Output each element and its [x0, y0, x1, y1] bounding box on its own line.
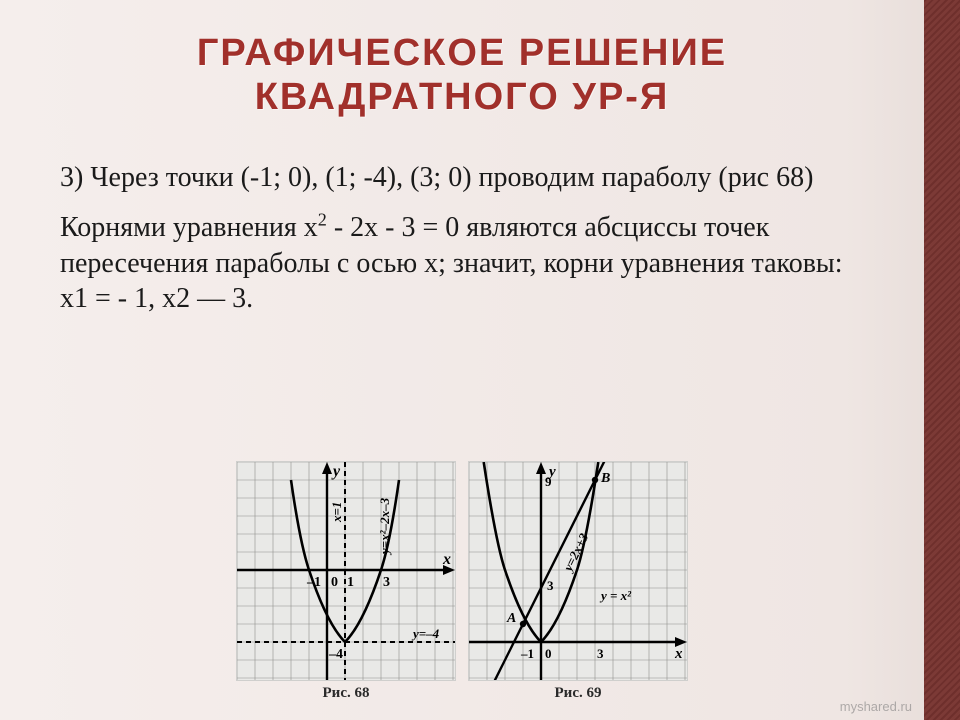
p2-sup: 2	[318, 210, 327, 230]
decor-right-strip	[924, 0, 960, 720]
slide: Графическое решение квадратного ур-я 3) …	[0, 0, 960, 720]
figure-69-plot: –1 0 3 3 9 x y A B y = x² y=2x+3	[468, 461, 688, 681]
parabola-label: y = x²	[599, 588, 632, 603]
figures-row: –1 0 1 3 –4 x y x=1 y=x²–2x–3 y=–4 Рис. …	[0, 461, 924, 702]
point-a	[520, 621, 526, 627]
line-label: y=2x+3	[559, 530, 591, 575]
tick-neg1: –1	[306, 575, 321, 590]
paragraph-1: 3) Через точки (-1; 0), (1; -4), (3; 0) …	[60, 160, 860, 196]
figure-68-plot: –1 0 1 3 –4 x y x=1 y=x²–2x–3 y=–4	[236, 461, 456, 681]
figure-69: –1 0 3 3 9 x y A B y = x² y=2x+3 Рис. 69	[468, 461, 688, 702]
figure-69-caption: Рис. 69	[555, 685, 602, 702]
guide-y-label: y=–4	[411, 626, 440, 641]
title-line-2: квадратного ур-я	[0, 76, 924, 120]
p2-part-a: Корнями уравнения х	[60, 212, 318, 243]
tick-0: 0	[331, 575, 338, 590]
paragraph-2: Корнями уравнения х2 - 2х - 3 = 0 являют…	[60, 210, 860, 317]
tick-0: 0	[545, 646, 552, 661]
tick-neg4: –4	[328, 647, 343, 662]
tick-neg1: –1	[520, 646, 534, 661]
tick-3x: 3	[597, 646, 604, 661]
y-axis-label: y	[331, 463, 341, 480]
y-axis-label: y	[547, 464, 556, 480]
title-line-1: Графическое решение	[0, 32, 924, 76]
y-arrow-icon	[536, 462, 546, 474]
x-axis-label: x	[442, 551, 451, 568]
tick-3: 3	[383, 575, 390, 590]
guide-x1-label: x=1	[329, 502, 344, 523]
x-axis-label: x	[674, 646, 683, 662]
slide-body: 3) Через точки (-1; 0), (1; -4), (3; 0) …	[60, 160, 860, 331]
y-arrow-icon	[322, 462, 332, 474]
figure-68-caption: Рис. 68	[323, 685, 370, 702]
point-b-label: B	[600, 471, 610, 486]
watermark: myshared.ru	[840, 699, 912, 714]
figure-68: –1 0 1 3 –4 x y x=1 y=x²–2x–3 y=–4 Рис. …	[236, 461, 456, 702]
tick-1: 1	[347, 575, 354, 590]
slide-title: Графическое решение квадратного ур-я	[0, 32, 924, 119]
point-a-label: A	[506, 611, 516, 626]
point-b	[592, 477, 598, 483]
tick-3y: 3	[547, 578, 554, 593]
parabola-label: y=x²–2x–3	[377, 497, 392, 556]
